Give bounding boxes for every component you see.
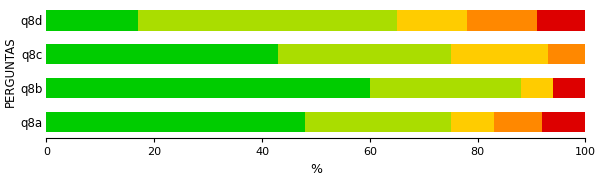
Bar [46,112,305,132]
Bar [138,10,397,31]
Bar [553,78,586,98]
Bar [537,10,586,31]
Bar [451,112,494,132]
Bar [451,44,548,64]
Bar [467,10,537,31]
Bar [305,112,451,132]
Bar [46,44,278,64]
X-axis label: %: % [310,163,322,176]
Bar [370,78,521,98]
Bar [397,10,467,31]
Bar [548,44,586,64]
Bar [278,44,451,64]
Bar [542,112,586,132]
Bar [46,78,370,98]
Y-axis label: PERGUNTAS: PERGUNTAS [4,36,17,107]
Bar [521,78,553,98]
Bar [494,112,542,132]
Bar [46,10,138,31]
